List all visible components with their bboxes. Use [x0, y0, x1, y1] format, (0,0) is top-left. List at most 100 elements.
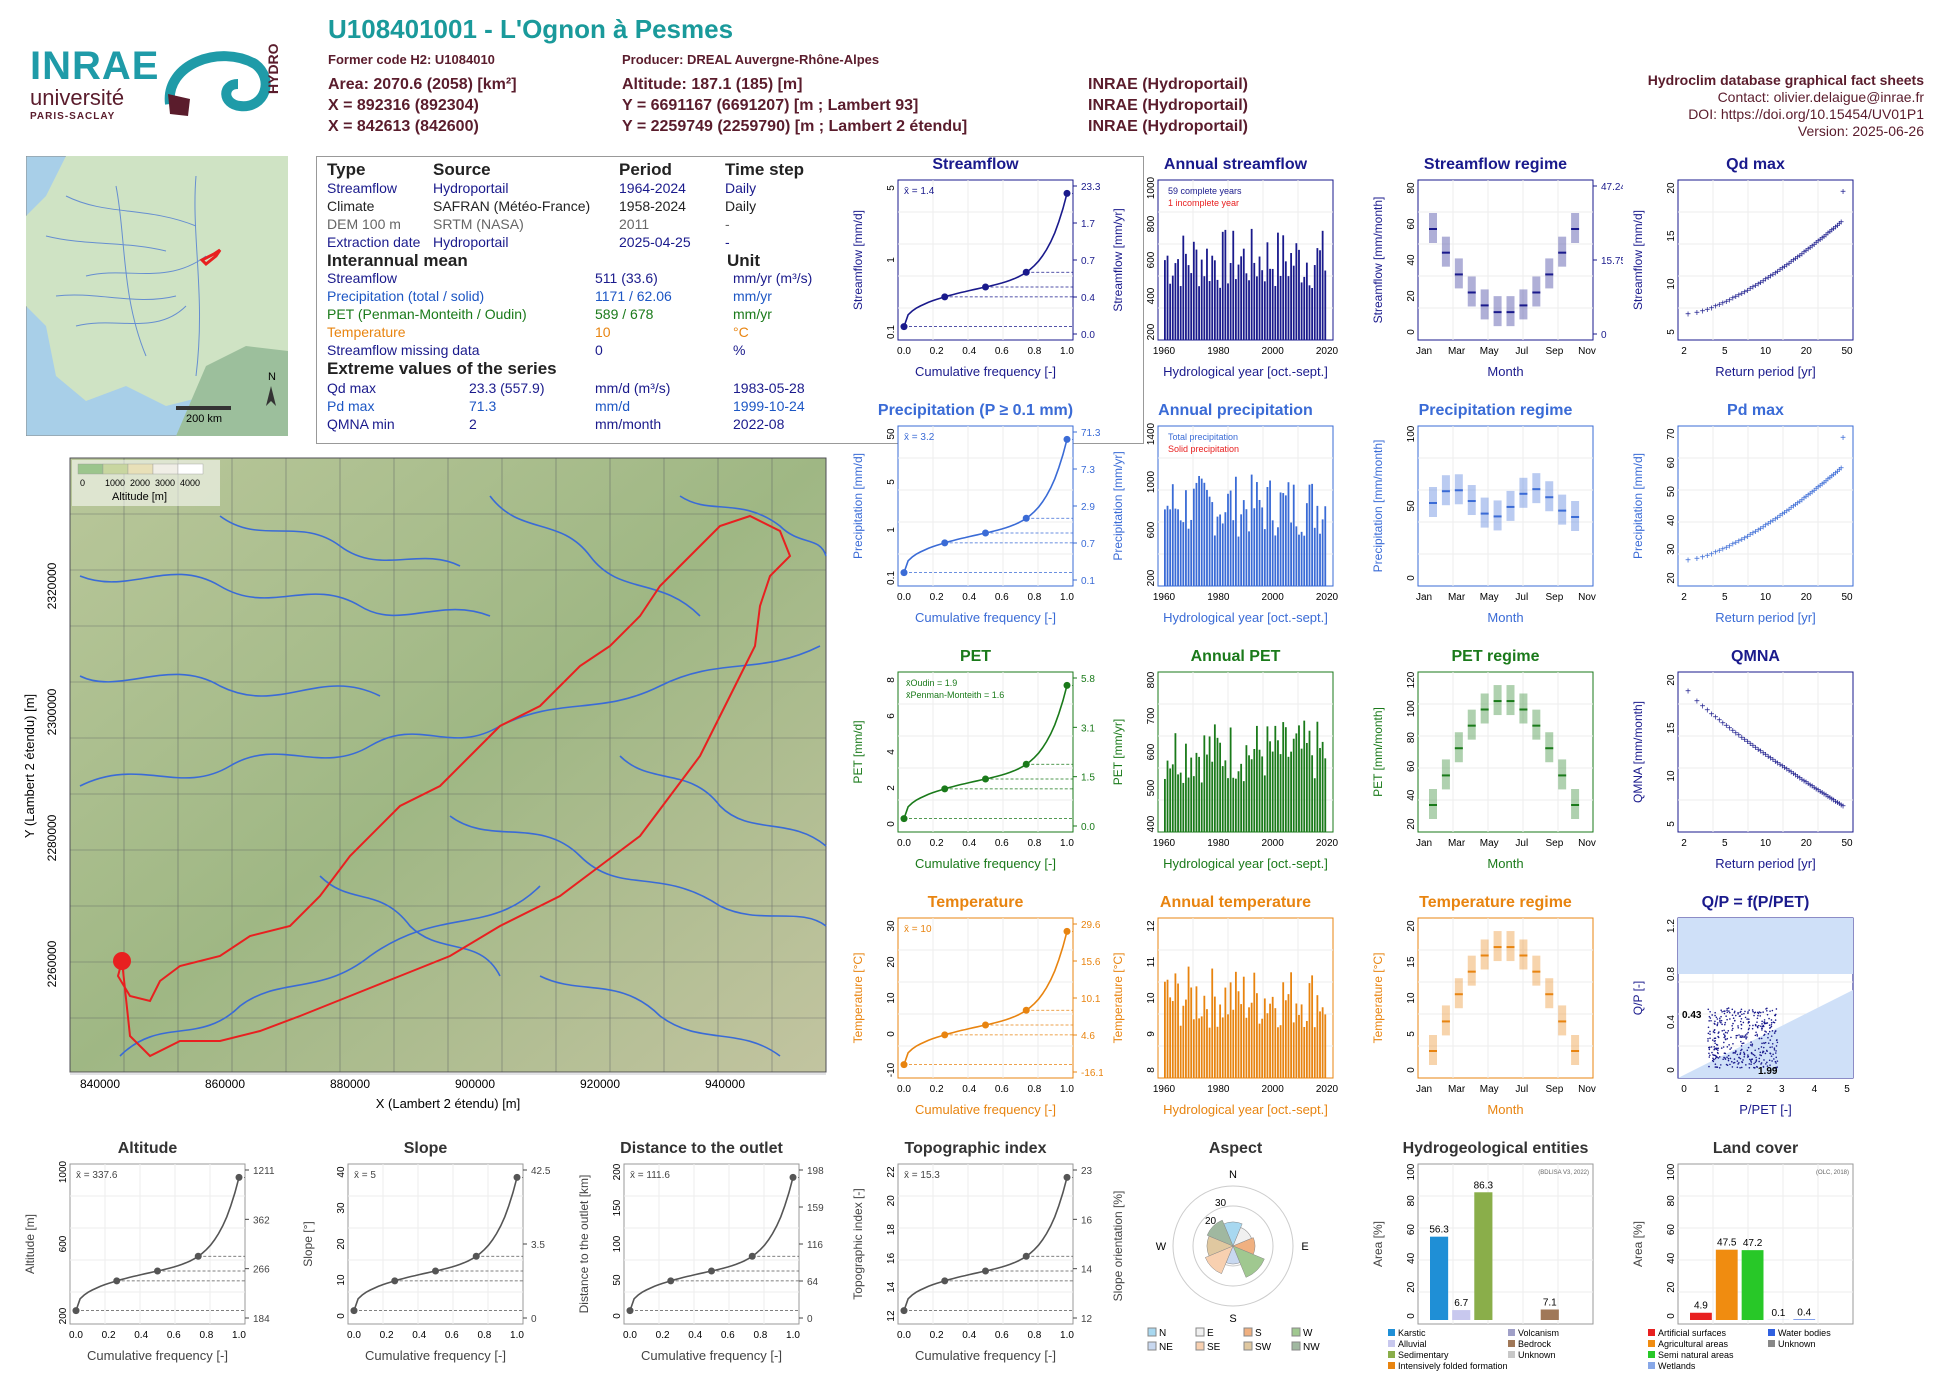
x-tick-label: 1 [1714, 1084, 1720, 1095]
bar [1227, 1014, 1229, 1078]
scatter-point [1771, 1046, 1773, 1048]
y-tick-label: 60 [1406, 1224, 1417, 1236]
legend-swatch [1243, 1327, 1253, 1337]
x-tick-label: Jan [1416, 1084, 1432, 1095]
bar [1690, 1312, 1712, 1320]
bar [1234, 971, 1237, 1078]
scatter-point [1717, 1057, 1720, 1059]
scatter-point [1760, 1054, 1763, 1057]
x-tick-label: 0.6 [995, 592, 1009, 603]
scatter-point [1770, 1055, 1773, 1057]
bar [1287, 276, 1290, 340]
x-tick-label: 0.2 [102, 1330, 116, 1341]
scatter-point: + [1803, 778, 1809, 789]
scatter-point [1716, 1024, 1719, 1027]
bar [1287, 482, 1290, 586]
scatter-point [1708, 1046, 1711, 1049]
legend-swatch [102, 463, 129, 475]
quantile-point [941, 1031, 949, 1039]
x-l2: X = 842613 (842600) [328, 118, 479, 135]
temperature-chart: Temperature Cumulative frequency [-] Tempe… [851, 894, 1103, 1117]
bar [1192, 488, 1195, 586]
scatter-point [1737, 1011, 1739, 1014]
legend-swatch [1147, 1327, 1157, 1337]
x-tick-label: 0.6 [995, 838, 1009, 849]
bar [1187, 528, 1190, 586]
scatter-point [1712, 1060, 1715, 1063]
cell: 1171 / 62.06 [595, 288, 672, 304]
scatter-point [1721, 1010, 1723, 1013]
bar [1240, 514, 1243, 586]
bar [1206, 248, 1208, 340]
scatter-point [1763, 1019, 1766, 1021]
legend-entry: x̄Penman-Monteith = 1.6 [906, 690, 1004, 700]
scatter-point [1753, 1062, 1755, 1065]
y-tick-label: 400 [1146, 287, 1157, 304]
regime-box [1558, 236, 1567, 267]
scatter-point [1716, 1044, 1719, 1046]
scatter-point [1744, 1036, 1746, 1038]
y-tick-label: 20 [886, 956, 897, 968]
bar [1308, 285, 1311, 340]
x-axis-label: Cumulative frequency [-] [365, 1348, 506, 1363]
scatter-point: + [1811, 783, 1817, 794]
scatter-point [1742, 1021, 1745, 1024]
y-tick-label: 0 [1666, 1067, 1677, 1073]
scatter-point: + [1807, 489, 1813, 500]
bar [1258, 499, 1261, 586]
bar [1203, 482, 1206, 586]
legend-swatch [1243, 1341, 1253, 1351]
scatter-point [1727, 1059, 1730, 1062]
y-tick-label: 100 [1406, 425, 1417, 442]
right-tick-label: 71.3 [1081, 428, 1101, 439]
scatter-point: + [1733, 538, 1739, 549]
scatter-point [1755, 1065, 1758, 1068]
bar [1250, 1002, 1253, 1078]
bar [1179, 520, 1182, 586]
x-tick-label: 20 [1801, 346, 1813, 357]
bar [1200, 1016, 1203, 1078]
quantile-point [513, 1173, 521, 1181]
scatter-point [1759, 1011, 1762, 1014]
x-tick-label: 0.0 [897, 838, 911, 849]
plot-frame [897, 671, 1074, 833]
y-axis-label: Precipitation [mm/yr] [1111, 451, 1125, 560]
quantile-point [708, 1267, 715, 1275]
scatter-point [1762, 1046, 1765, 1049]
doi: DOI: https://doi.org/10.15454/UV01P1 [1688, 106, 1924, 122]
cell: Streamflow [327, 270, 398, 286]
legend-swatch [1388, 1340, 1395, 1347]
scatter-point [1723, 1012, 1726, 1015]
x-tick-label: Jan [1416, 346, 1432, 357]
x-tick-label: 4 [1812, 1084, 1818, 1095]
bar-label: 7.1 [1543, 1297, 1557, 1308]
france-inset-map: 200 km N [26, 156, 288, 436]
scatter-point [1773, 1047, 1776, 1050]
scatter-point [1760, 1027, 1763, 1030]
scatter-point: + [1772, 514, 1778, 525]
right-tick-label: 15.6 [1081, 957, 1101, 968]
scatter-point [1743, 1055, 1746, 1058]
bar [1195, 752, 1198, 832]
scatter-point [1758, 1037, 1761, 1040]
scatter-point [1757, 1048, 1760, 1050]
scatter-point [1731, 1008, 1734, 1011]
chart-title: Temperature regime [1419, 894, 1572, 911]
scatter-point: + [1775, 758, 1781, 769]
scatter-point [1759, 1051, 1762, 1054]
bar [1211, 255, 1214, 340]
scatter-point: + [1788, 257, 1794, 268]
y-tick-label: 2260000 [45, 940, 59, 987]
scatter-point: + [1700, 306, 1706, 317]
bar [1305, 742, 1308, 832]
y-tick-label: 9 [1146, 1031, 1157, 1037]
scatter-point [1732, 1062, 1735, 1064]
scatter-point [1774, 1060, 1777, 1063]
scatter-point [1737, 1026, 1740, 1029]
scatter-point [1754, 1061, 1757, 1064]
scatter-point [1714, 1057, 1717, 1060]
y-tick-label: 16 [886, 1252, 897, 1264]
bar [1282, 982, 1285, 1078]
scatter-point: + [1795, 498, 1801, 509]
scatter-point: + [1795, 252, 1801, 263]
